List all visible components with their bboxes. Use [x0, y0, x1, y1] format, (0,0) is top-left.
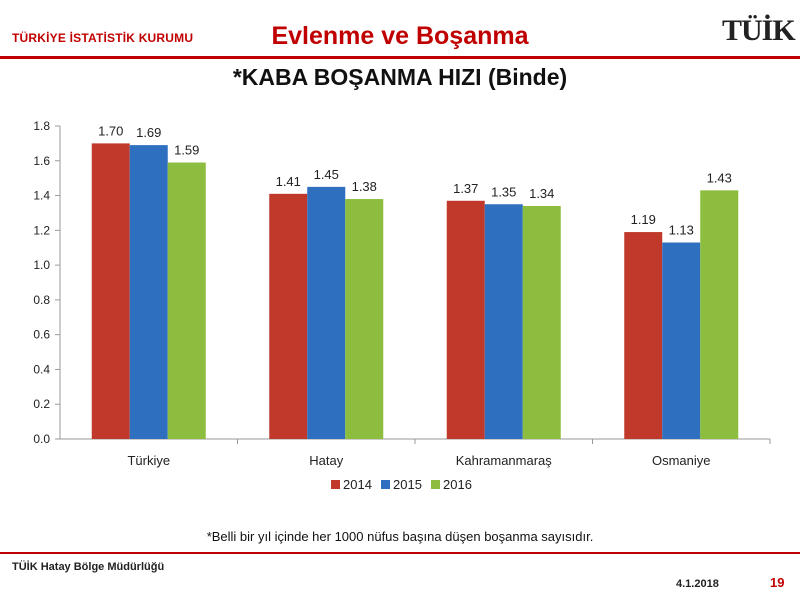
y-tick-label: 1.6 — [33, 154, 50, 168]
bar-2014 — [269, 193, 308, 439]
bar-2016 — [345, 199, 384, 439]
bar-value-label: 1.70 — [98, 123, 123, 138]
y-tick-label: 0.0 — [33, 432, 50, 446]
bar-2014 — [624, 232, 663, 439]
legend-swatch-2016 — [431, 480, 440, 489]
legend-swatch-2014 — [331, 480, 340, 489]
footer-divider — [0, 552, 800, 554]
legend-swatch-2015 — [381, 480, 390, 489]
y-tick-label: 1.8 — [33, 119, 50, 133]
bar-2015 — [662, 242, 701, 439]
chart-footnote: *Belli bir yıl içinde her 1000 nüfus baş… — [206, 529, 594, 544]
header-divider — [0, 56, 800, 59]
bar-2016 — [522, 205, 561, 439]
y-tick-label: 0.8 — [33, 293, 50, 307]
page-number: 19 — [770, 575, 785, 590]
legend-label: 2014 — [343, 477, 372, 492]
y-tick-label: 1.2 — [33, 223, 50, 237]
y-tick-label: 1.4 — [33, 189, 50, 203]
chart-title: *KABA BOŞANMA HIZI (Binde) — [232, 64, 568, 90]
bar-value-label: 1.43 — [707, 170, 732, 185]
header-title: Evlenme ve Boşanma — [271, 22, 529, 50]
bar-2015 — [129, 145, 168, 439]
bar-value-label: 1.13 — [669, 223, 694, 238]
bar-value-label: 1.41 — [276, 174, 301, 189]
bar-2016 — [167, 162, 206, 439]
bar-value-label: 1.37 — [453, 181, 478, 196]
bar-2015 — [484, 204, 523, 439]
tuik-logo: TÜİK — [722, 14, 796, 47]
bar-value-label: 1.69 — [136, 125, 161, 140]
legend-label: 2015 — [393, 477, 422, 492]
bar-value-label: 1.59 — [174, 143, 199, 158]
bar-value-label: 1.35 — [491, 184, 516, 199]
footer-date: 4.1.2018 — [676, 578, 719, 590]
bar-2015 — [307, 186, 346, 439]
bar-value-label: 1.19 — [631, 212, 656, 227]
y-tick-label: 0.4 — [33, 362, 50, 376]
x-tick-label: Osmaniye — [652, 453, 711, 468]
y-tick-label: 0.6 — [33, 328, 50, 342]
bar-value-label: 1.45 — [314, 167, 339, 182]
x-tick-label: Hatay — [309, 453, 343, 468]
x-tick-label: Türkiye — [127, 453, 170, 468]
bar-2014 — [91, 143, 130, 439]
bar-value-label: 1.34 — [529, 186, 554, 201]
x-tick-label: Kahramanmaraş — [456, 453, 553, 468]
header-org-name: TÜRKİYE İSTATİSTİK KURUMU — [12, 31, 194, 45]
legend-label: 2016 — [443, 477, 472, 492]
footer-office-name: TÜİK Hatay Bölge Müdürlüğü — [12, 561, 165, 573]
bar-2014 — [446, 200, 485, 439]
y-tick-label: 1.0 — [33, 258, 50, 272]
bar-value-label: 1.38 — [352, 179, 377, 194]
y-tick-label: 0.2 — [33, 397, 50, 411]
bar-2016 — [700, 190, 739, 439]
